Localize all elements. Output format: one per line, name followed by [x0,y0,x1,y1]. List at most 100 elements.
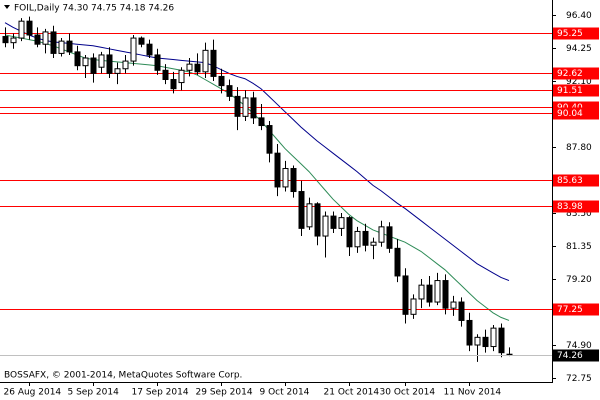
candle-body [426,284,433,303]
candle-body [42,31,49,45]
level-label: 77.25 [557,305,583,315]
candle-body [122,60,129,70]
candle-body [266,125,273,154]
chart-title: FOIL,Daily 74.30 74.75 74.18 74.26 [14,4,174,14]
candle-body [26,20,33,36]
level-label-box [553,107,599,120]
candle-body [290,168,297,193]
candle-body [442,280,449,309]
level-label: 95.25 [557,29,583,39]
candle-body [418,284,425,300]
y-tick-label: 92.10 [566,77,592,87]
x-tick-label: 9 Oct 2014 [260,388,310,398]
y-tick-label: 74.90 [566,341,592,351]
candle-body [298,191,305,229]
y-tick-label: 87.80 [566,143,592,153]
candle-body [162,69,169,81]
candle-body [18,20,25,39]
candle-body [314,203,321,237]
candle-body [322,215,329,237]
candle-body [130,37,137,62]
candle-body [138,37,145,45]
candle-body [186,63,193,71]
candle-body [234,95,241,117]
y-tick-label: 81.35 [566,242,592,252]
x-tick-label: 11 Nov 2014 [444,388,502,398]
candle-body [90,57,97,74]
candle-body [170,79,177,90]
candle-body [346,217,353,248]
candle-body [146,43,153,56]
last-price-box [553,349,599,362]
level-label: 91.51 [557,86,583,96]
y-tick-label: 96.40 [566,11,592,21]
candle-body [242,97,249,117]
y-tick-label: 72.75 [566,374,592,384]
level-label-box [553,200,599,213]
candle-body [362,230,369,246]
candle-body [50,31,57,54]
candle-body [250,97,257,119]
candle-body [226,85,233,97]
candle-body [178,69,185,84]
candle-body [306,203,313,228]
level-label: 85.63 [557,176,583,186]
moving-average [4,22,510,282]
level-label: 92.62 [557,69,583,79]
y-tick-label: 94.25 [566,44,592,54]
candle-body [154,54,161,71]
candle-body [338,217,345,229]
candle-body [378,226,385,243]
x-tick-label: 17 Sep 2014 [132,388,189,398]
copyright: BOSSAFX, © 2001-2014, MetaQuotes Softwar… [4,371,242,381]
candle-body [10,37,17,44]
x-tick-label: 5 Sep 2014 [68,388,120,398]
candle-body [34,34,41,45]
candle-body [210,49,217,77]
candle-body [282,168,289,188]
y-tick-label: 83.50 [566,209,592,219]
level-label: 83.98 [557,202,583,212]
candle-body [82,57,89,67]
candle-body [482,336,489,348]
y-tick-label: 79.20 [566,275,592,285]
symbol-menu-arrow[interactable] [4,5,10,9]
last-price-label: 74.26 [557,351,583,361]
candle-body [498,327,505,354]
candle-body [354,230,361,248]
candle-body [466,319,473,346]
x-tick-label: 29 Sep 2014 [196,388,253,398]
candle-body [218,75,225,87]
candle-body [474,336,481,346]
level-label-box [553,84,599,97]
candle-body [202,49,209,73]
candle-body [114,68,121,74]
level-label-box [553,67,599,80]
candle-body [66,40,73,53]
candle-body [402,275,409,315]
candle-body [450,301,457,309]
candle-body [274,152,281,188]
x-tick-label: 30 Oct 2014 [380,388,436,398]
candle-body [98,54,105,68]
plot-area [0,16,552,362]
candle-body [258,117,265,127]
candle-body [194,63,201,73]
candle-body [458,301,465,321]
candle-body [106,54,113,74]
level-label: 90.04 [557,109,583,119]
candle-body [370,241,377,246]
moving-average [4,34,510,321]
candle-body [386,226,393,249]
x-tick-label: 21 Oct 2014 [324,388,380,398]
candle-body [58,40,65,54]
candle-body [330,215,337,229]
x-tick-label: 26 Aug 2014 [4,388,62,398]
level-label-box [553,303,599,316]
candle-body [434,280,441,303]
candle-body [490,327,497,348]
candle-body [74,51,81,67]
candle-body [394,247,401,277]
candle-body [2,36,9,44]
